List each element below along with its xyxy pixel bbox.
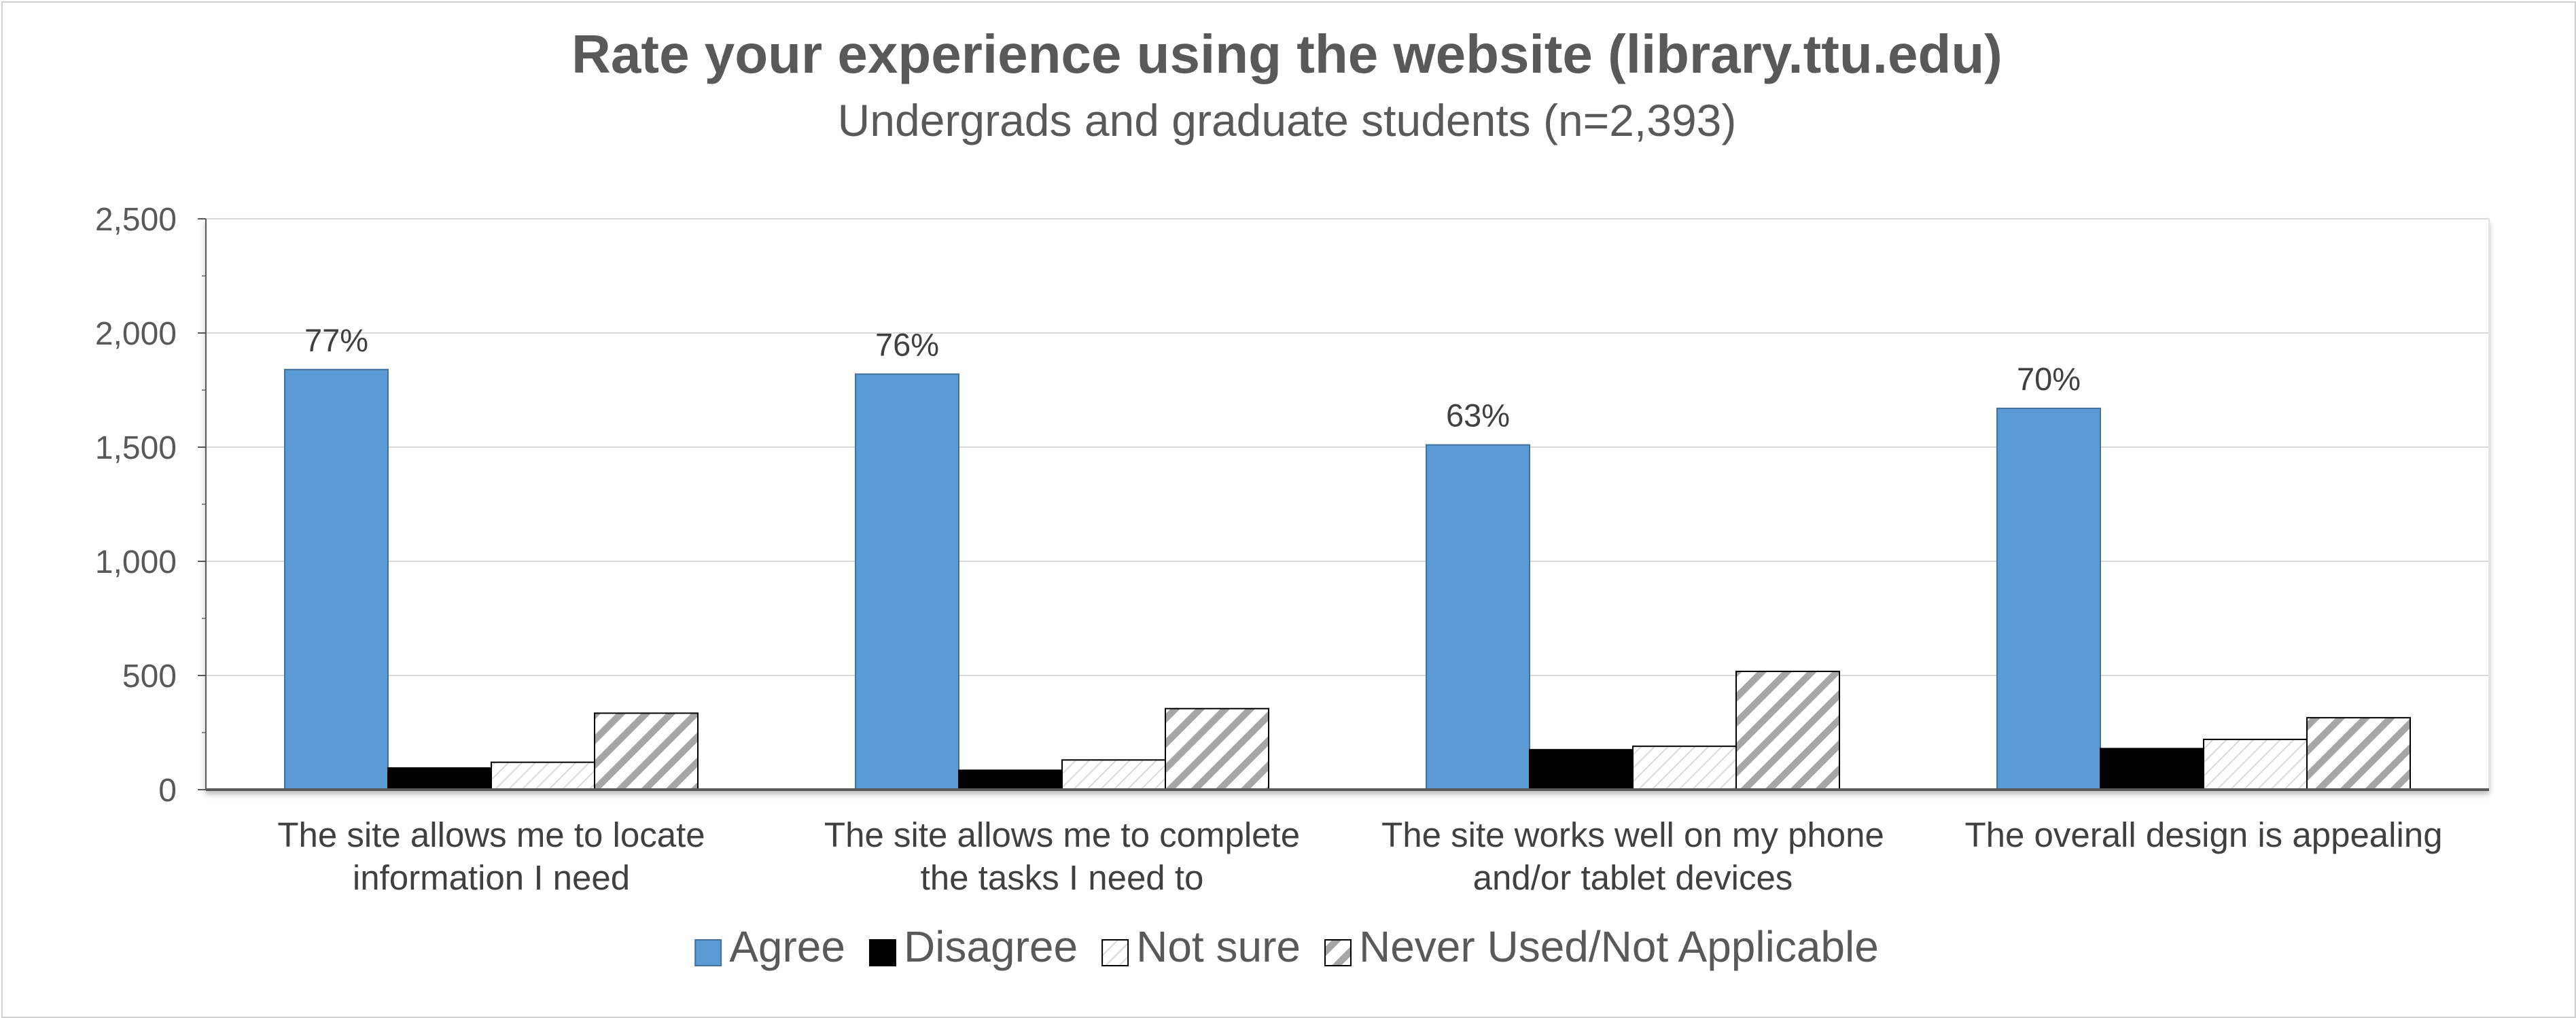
legend-label: Agree (729, 922, 845, 971)
legend: Agree Disagree Not sure Never Used/Not Appl… (694, 922, 1879, 971)
legend-item: Never Used/Not Applicable (1324, 922, 1879, 971)
category-label: and/or tablet devices (1473, 858, 1793, 897)
data-label: 63% (1446, 398, 1510, 434)
y-tick-label: 0 (158, 773, 177, 809)
chart-title: Rate your experience using the website (… (571, 24, 2002, 84)
category-label: the tasks I need to (921, 858, 1204, 897)
bar-not-sure (1632, 745, 1737, 791)
data-labels: 77% 76% 63% 70% (304, 322, 2081, 434)
bar-disagree (958, 769, 1063, 790)
category-label: The site allows me to complete (824, 815, 1300, 854)
bar-agree (855, 373, 959, 790)
bar-agree (1426, 444, 1530, 790)
bar-never-used-not-applicable (594, 712, 699, 790)
category-label: The overall design is appealing (1964, 815, 2442, 854)
bar-not-sure (1061, 759, 1166, 790)
bar-disagree (2100, 748, 2204, 791)
data-label: 77% (304, 322, 368, 358)
gridlines (206, 218, 2489, 676)
bar-never-used-not-applicable (1165, 707, 1269, 790)
bar-never-used-not-applicable (1735, 670, 1840, 791)
legend-label: Disagree (904, 922, 1078, 971)
legend-item: Agree (694, 922, 845, 971)
bars (284, 368, 2411, 791)
y-tick-label: 1,500 (95, 430, 177, 466)
legend-swatch (694, 939, 722, 966)
bar-never-used-not-applicable (2306, 717, 2411, 791)
legend-label: Not sure (1136, 922, 1301, 971)
legend-label: Never Used/Not Applicable (1359, 922, 1879, 971)
y-tick-label: 2,000 (95, 316, 177, 352)
data-label: 70% (2017, 361, 2081, 397)
category-label: The site allows me to locate (277, 815, 705, 854)
bar-disagree (387, 767, 492, 790)
legend-swatch (1101, 939, 1129, 966)
legend-item: Disagree (868, 922, 1078, 971)
category-label: information I need (353, 858, 630, 897)
bar-not-sure (491, 761, 595, 791)
plot-area (205, 218, 2490, 790)
y-axis: 0 500 1,000 1,500 2,000 2,500 (95, 202, 206, 809)
category-label: The site works well on my phone (1381, 815, 1884, 854)
y-tick-label: 500 (122, 659, 177, 695)
bar-disagree (1529, 749, 1634, 790)
axes (205, 219, 2489, 791)
legend-swatch (868, 939, 896, 966)
bar-agree (1996, 407, 2101, 790)
bar-chart: Rate your experience using the website (… (95, 24, 2490, 971)
bar-agree (284, 368, 389, 790)
x-axis-labels: The site allows me to locate information … (277, 815, 2442, 897)
legend-swatch (1324, 939, 1352, 966)
y-tick-label: 2,500 (95, 202, 177, 238)
legend-item: Not sure (1101, 922, 1301, 971)
data-label: 76% (875, 326, 939, 362)
y-tick-label: 1,000 (95, 544, 177, 580)
chart-subtitle: Undergrads and graduate students (n=2,39… (838, 95, 1737, 145)
bar-not-sure (2203, 739, 2308, 790)
